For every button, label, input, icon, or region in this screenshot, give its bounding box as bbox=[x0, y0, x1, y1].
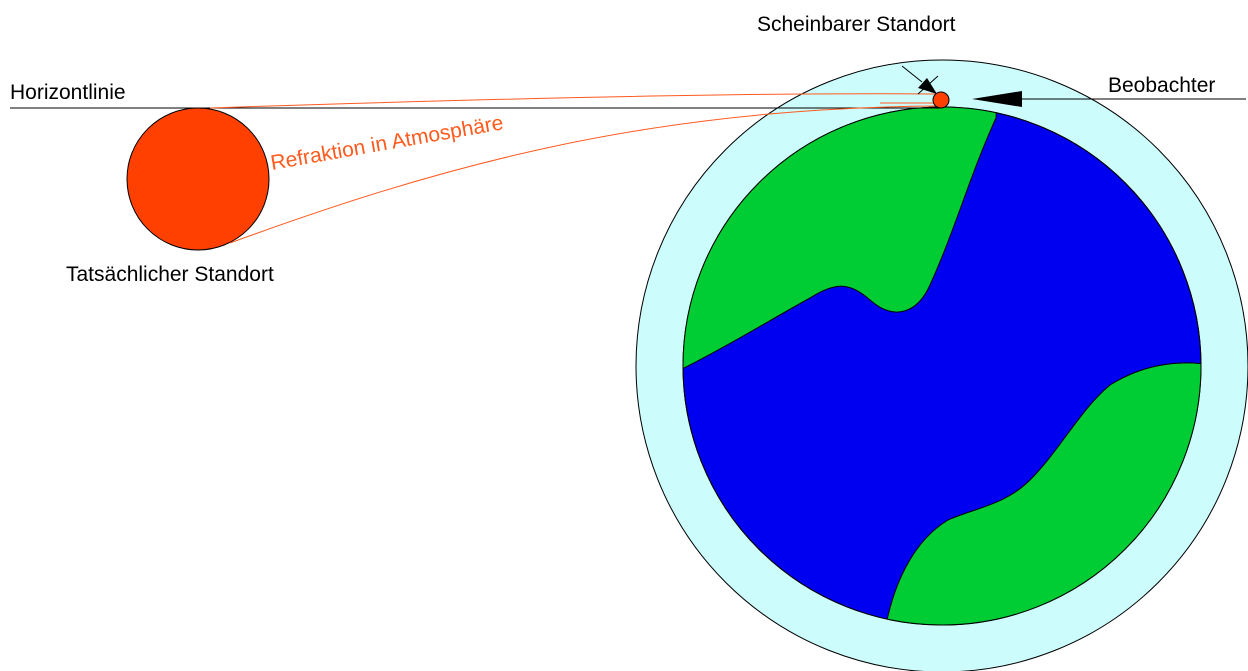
sun-disc bbox=[126, 107, 270, 251]
apparent-position-label: Scheinbarer Standort bbox=[757, 13, 956, 36]
horizon-label: Horizontlinie bbox=[10, 81, 126, 104]
arrow-left-icon bbox=[972, 91, 1246, 107]
observer-label: Beobachter bbox=[1108, 74, 1215, 97]
ray-lower bbox=[229, 105, 937, 244]
apparent-sun-marker bbox=[932, 91, 950, 109]
actual-position-label: Tatsächlicher Standort bbox=[66, 263, 274, 286]
earth bbox=[635, 59, 1248, 671]
ray-upper bbox=[209, 93, 937, 109]
refraction-label: Refraktion in Atmosphäre bbox=[269, 111, 505, 175]
arrow-down-icon bbox=[901, 65, 937, 94]
